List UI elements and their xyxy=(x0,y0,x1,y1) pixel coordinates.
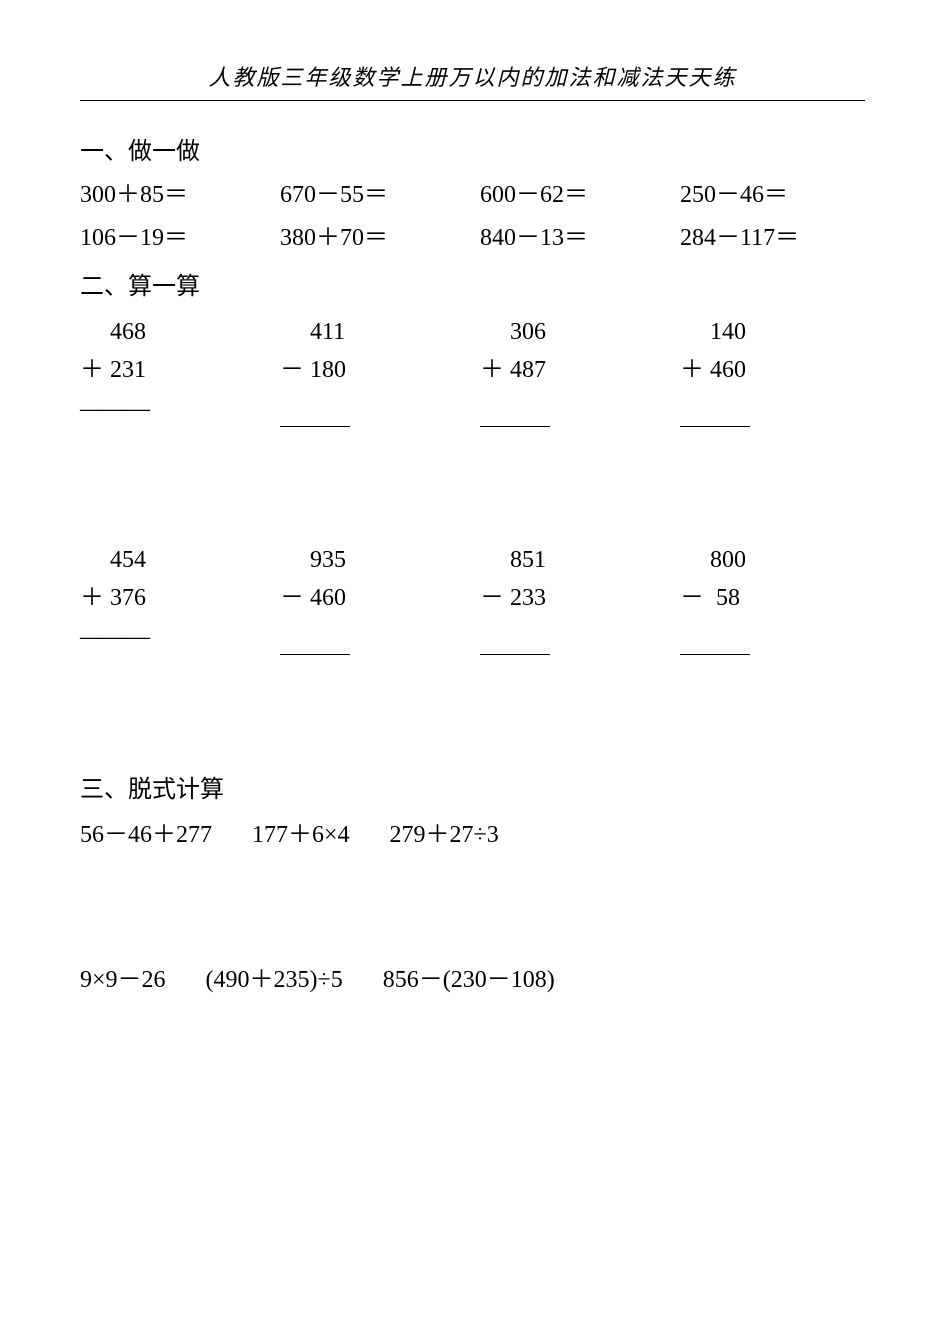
answer-line: ＿＿＿ xyxy=(480,624,680,659)
answer-line: ——— xyxy=(80,624,280,651)
bottom-number: 231 xyxy=(110,357,146,383)
bottom-line: ＋376 xyxy=(80,579,280,617)
answer-line: ＿＿＿ xyxy=(480,396,680,431)
top-number: 935 xyxy=(280,541,480,579)
bottom-line: －233 xyxy=(480,579,680,617)
problem-cell: 670－55＝ xyxy=(280,174,480,209)
operator: ＋ xyxy=(480,351,510,389)
vertical-problem: 935 －460 ＿＿＿ xyxy=(280,541,480,659)
worksheet-page: 人教版三年级数学上册万以内的加法和减法天天练 一、做一做 300＋85＝ 670… xyxy=(0,0,945,1184)
page-title: 人教版三年级数学上册万以内的加法和减法天天练 xyxy=(80,60,865,101)
step-problem: 856－(230－108) xyxy=(383,959,555,994)
operator: ＋ xyxy=(80,579,110,617)
bottom-number: 487 xyxy=(510,357,546,383)
step-problem: 279＋27÷3 xyxy=(390,814,499,849)
operator: ＋ xyxy=(80,351,110,389)
section-1-heading: 一、做一做 xyxy=(80,131,865,166)
operator: － xyxy=(280,351,310,389)
bottom-number: 376 xyxy=(110,585,146,611)
top-number: 140 xyxy=(680,313,880,351)
section-3-row-1: 56－46＋277 177＋6×4 279＋27÷3 xyxy=(80,814,865,849)
answer-line: ＿＿＿ xyxy=(280,624,480,659)
problem-cell: 380＋70＝ xyxy=(280,217,480,252)
section-1-row-2: 106－19＝ 380＋70＝ 840－13＝ 284－117＝ xyxy=(80,217,865,252)
bottom-number: 233 xyxy=(510,585,546,611)
operator: － xyxy=(280,579,310,617)
section-3-row-2: 9×9－26 (490＋235)÷5 856－(230－108) xyxy=(80,959,865,994)
problem-cell: 284－117＝ xyxy=(680,217,880,252)
answer-line: ＿＿＿ xyxy=(680,396,880,431)
bottom-line: －180 xyxy=(280,351,480,389)
vertical-group-1: 468 ＋231 ——— 411 －180 ＿＿＿ 306 ＋487 ＿＿＿ 1… xyxy=(80,313,865,431)
vertical-group-2: 454 ＋376 ——— 935 －460 ＿＿＿ 851 －233 ＿＿＿ 8… xyxy=(80,541,865,659)
step-problem: 177＋6×4 xyxy=(252,814,350,849)
top-number: 800 xyxy=(680,541,880,579)
bottom-line: ＋460 xyxy=(680,351,880,389)
problem-cell: 106－19＝ xyxy=(80,217,280,252)
top-number: 468 xyxy=(80,313,280,351)
vertical-problem: 454 ＋376 ——— xyxy=(80,541,280,659)
vertical-problem: 140 ＋460 ＿＿＿ xyxy=(680,313,880,431)
operator: ＋ xyxy=(680,351,710,389)
vertical-problem: 800 － 58 ＿＿＿ xyxy=(680,541,880,659)
answer-line: ——— xyxy=(80,396,280,423)
bottom-line: － 58 xyxy=(680,579,880,617)
section-2-heading: 二、算一算 xyxy=(80,266,865,301)
vertical-problem: 306 ＋487 ＿＿＿ xyxy=(480,313,680,431)
section-1-row-1: 300＋85＝ 670－55＝ 600－62＝ 250－46＝ xyxy=(80,174,865,209)
vertical-problem: 851 －233 ＿＿＿ xyxy=(480,541,680,659)
vertical-problem: 411 －180 ＿＿＿ xyxy=(280,313,480,431)
section-3-heading: 三、脱式计算 xyxy=(80,769,865,804)
top-number: 851 xyxy=(480,541,680,579)
operator: － xyxy=(480,579,510,617)
vertical-problem: 468 ＋231 ——— xyxy=(80,313,280,431)
bottom-line: ＋487 xyxy=(480,351,680,389)
problem-cell: 300＋85＝ xyxy=(80,174,280,209)
bottom-line: ＋231 xyxy=(80,351,280,389)
step-problem: 56－46＋277 xyxy=(80,814,212,849)
top-number: 306 xyxy=(480,313,680,351)
problem-cell: 840－13＝ xyxy=(480,217,680,252)
bottom-number: 460 xyxy=(310,585,346,611)
problem-cell: 250－46＝ xyxy=(680,174,880,209)
top-number: 411 xyxy=(280,313,480,351)
answer-line: ＿＿＿ xyxy=(280,396,480,431)
problem-cell: 600－62＝ xyxy=(480,174,680,209)
top-number: 454 xyxy=(80,541,280,579)
bottom-number: 180 xyxy=(310,357,346,383)
operator: － xyxy=(680,579,710,617)
step-problem: (490＋235)÷5 xyxy=(206,959,343,994)
bottom-number: 58 xyxy=(710,585,740,611)
answer-line: ＿＿＿ xyxy=(680,624,880,659)
bottom-number: 460 xyxy=(710,357,746,383)
step-problem: 9×9－26 xyxy=(80,959,166,994)
bottom-line: －460 xyxy=(280,579,480,617)
